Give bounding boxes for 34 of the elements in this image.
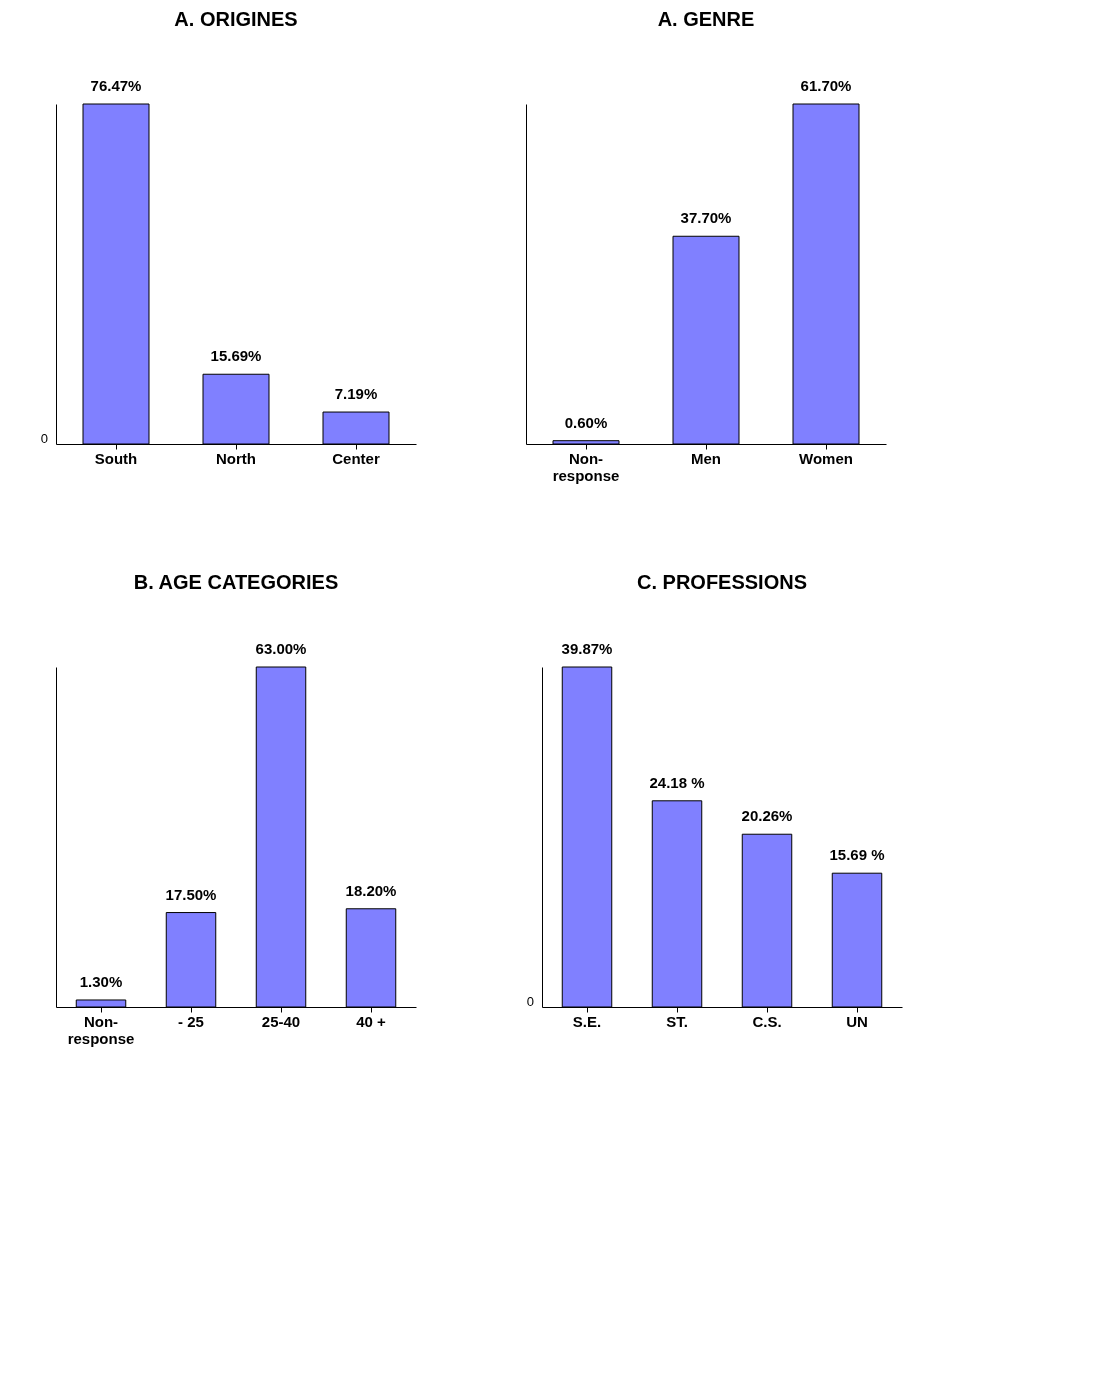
chart-title: A. GENRE <box>657 8 755 30</box>
text: 0 <box>526 994 534 1009</box>
data-label: 63.00% <box>255 640 307 657</box>
x-tick-label: 25-40 <box>261 1012 301 1030</box>
data-label: 17.50% <box>165 885 217 903</box>
data-label: 1.30% <box>79 972 123 990</box>
x-tick-label: UN <box>846 1012 868 1030</box>
chart-title: C. PROFESSIONS <box>636 571 808 593</box>
x-tick-label: C.S. <box>752 1012 782 1030</box>
data-label: 37.70% <box>680 209 732 227</box>
data-label: 39.87% <box>561 640 613 657</box>
x-tick-label: Center <box>332 449 380 467</box>
data-label: 18.20% <box>345 881 397 899</box>
x-tick-label: S.E. <box>572 1012 602 1030</box>
data-label: 76.47% <box>90 77 142 94</box>
x-tick-label: Non-response <box>67 1012 135 1047</box>
x-tick-label: North <box>216 449 256 467</box>
x-tick-label: 40 + <box>356 1012 387 1030</box>
x-tick-label: ST. <box>666 1012 688 1030</box>
data-label: 15.69 % <box>829 846 885 864</box>
x-tick-label: South <box>94 449 138 467</box>
data-label: 24.18 % <box>649 773 705 791</box>
data-label: 7.19% <box>334 385 378 403</box>
x-tick-label: - 25 <box>178 1012 204 1030</box>
text: 0 <box>40 431 48 446</box>
data-label: 20.26% <box>741 807 793 825</box>
data-label: 15.69% <box>210 347 262 365</box>
x-tick-label: Men <box>691 449 721 467</box>
chart-title: B. AGE CATEGORIES <box>133 571 339 593</box>
chart-title: A. ORIGINES <box>174 8 298 30</box>
x-tick-label: Women <box>799 449 853 467</box>
x-tick-label: Non-response <box>552 449 620 484</box>
data-label: 0.60% <box>564 413 608 431</box>
data-label: 61.70% <box>800 77 852 94</box>
